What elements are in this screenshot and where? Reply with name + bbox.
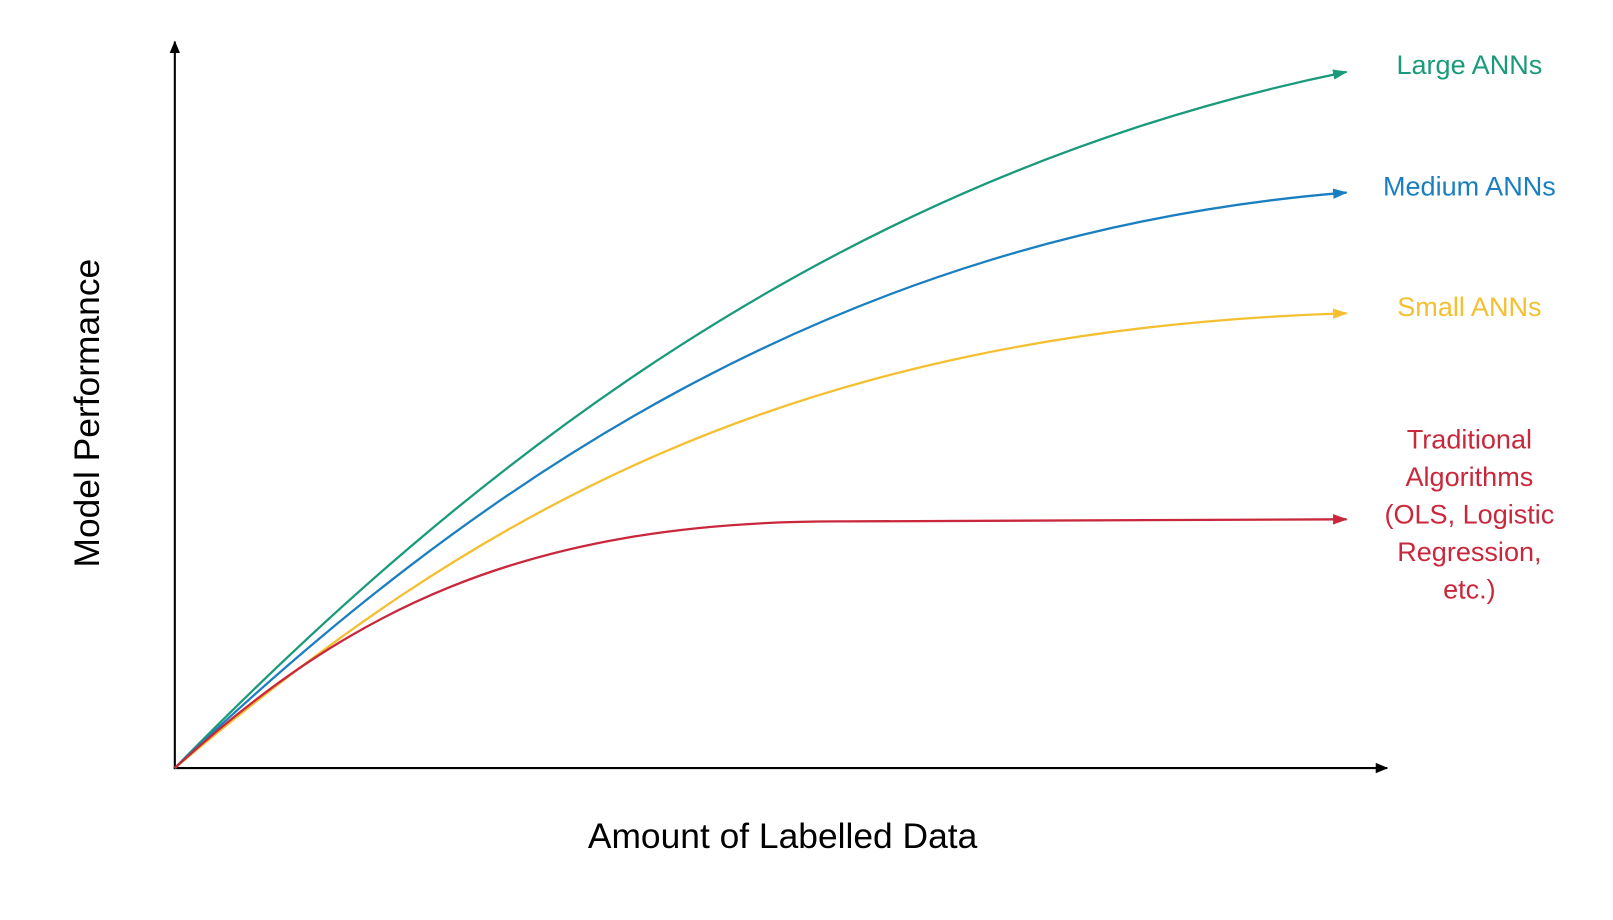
y-axis-label: Model Performance <box>68 259 107 568</box>
traditional-curve <box>174 514 1348 769</box>
curve-label: Traditional <box>1407 424 1532 454</box>
curve-label: etc.) <box>1443 574 1496 604</box>
curve-label: Regression, <box>1397 537 1541 567</box>
large-ann-curve <box>174 69 1348 769</box>
curve-label: Algorithms <box>1406 462 1534 492</box>
curve-label: Large ANNs <box>1396 50 1542 80</box>
x-axis-label: Amount of Labelled Data <box>588 817 978 856</box>
curve-label: (OLS, Logistic <box>1384 499 1554 529</box>
medium-ann-curve <box>174 188 1348 769</box>
curve-label: Medium ANNs <box>1383 172 1556 202</box>
curve-label: Small ANNs <box>1397 292 1541 322</box>
small-ann-curve <box>174 308 1348 769</box>
